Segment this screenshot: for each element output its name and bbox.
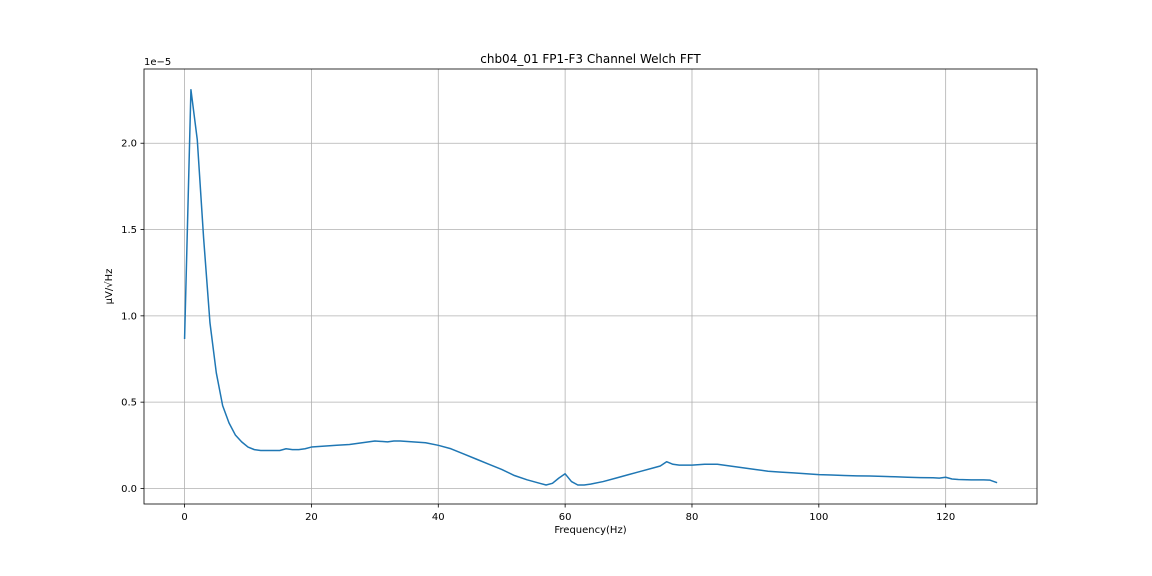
x-tick-label: 80: [686, 512, 699, 523]
y-tick-label: 2.0: [121, 139, 137, 150]
chart-title: chb04_01 FP1-F3 Channel Welch FFT: [480, 52, 701, 66]
ticks: 0 20 40 60 80 100 120 0.0 0.5 1.0 1.5 2.0: [121, 139, 955, 523]
x-tick-label: 100: [809, 512, 828, 523]
series-layer: [183, 88, 998, 486]
y-axis-offset-label: 1e−5: [144, 57, 171, 68]
y-tick-label: 0.0: [121, 484, 137, 495]
y-tick-label: 1.0: [121, 311, 137, 322]
x-tick-label: 120: [936, 512, 955, 523]
y-axis-label: μV/√Hz: [104, 269, 115, 305]
series-line: [183, 88, 998, 486]
plot-frame: [143, 68, 1038, 505]
y-tick-label: 1.5: [121, 225, 137, 236]
x-tick-label: 60: [559, 512, 572, 523]
x-axis-label: Frequency(Hz): [554, 525, 626, 536]
x-tick-label: 0: [181, 512, 187, 523]
y-tick-label: 0.5: [121, 398, 137, 409]
x-tick-label: 20: [305, 512, 318, 523]
x-tick-label: 40: [432, 512, 445, 523]
grid: [144, 69, 1037, 504]
